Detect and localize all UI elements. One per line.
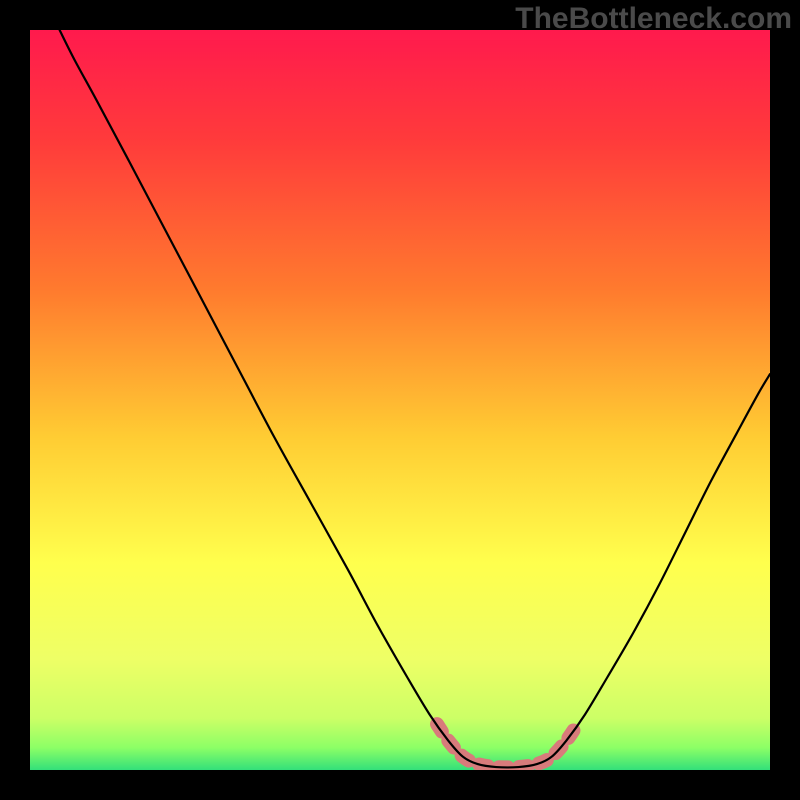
watermark-label: TheBottleneck.com xyxy=(515,2,792,36)
plot-svg xyxy=(30,30,770,770)
chart-container: TheBottleneck.com xyxy=(0,0,800,800)
gradient-background xyxy=(30,30,770,770)
